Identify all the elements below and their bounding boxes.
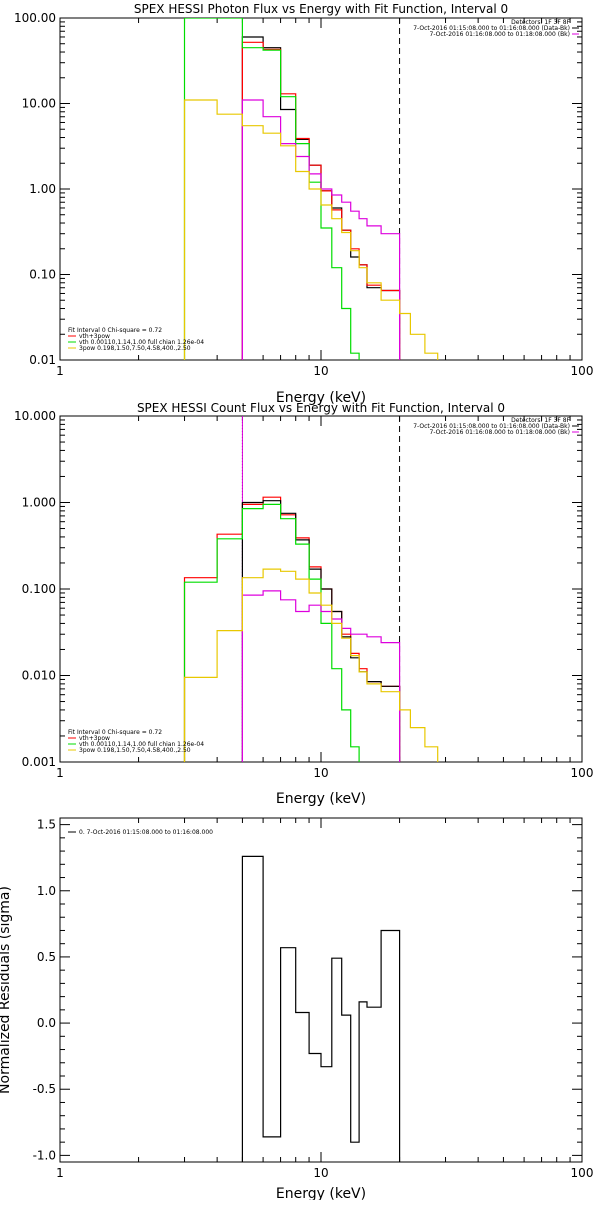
y-tick-label: 10.000 xyxy=(14,409,56,423)
legend-entry: vth 0.00110,1.14,1.00 full chian 1.26e-0… xyxy=(79,339,204,346)
series-line-2 xyxy=(241,500,401,762)
x-axis-label: Energy (keV) xyxy=(276,390,366,406)
x-axis-label: Energy (keV) xyxy=(276,791,366,807)
y-tick-label: -1.0 xyxy=(33,1148,56,1162)
header-info-line: 7-Oct-2016 01:15:08.000 to 01:16:08.000 … xyxy=(413,423,570,430)
data-series-group xyxy=(241,855,401,1162)
x-tick-label: 100 xyxy=(571,766,594,780)
chart-panel-2: 1 10 100 0.001 0.010 0.100 1.000 10.000 SPEX HES… xyxy=(14,401,593,807)
legend-entry: 3pow 0.198,1.50,7.50,4.58,400.,2.50 xyxy=(79,345,191,352)
y-tick-label: 0.010 xyxy=(22,669,56,683)
y-tick-label: 0.01 xyxy=(29,353,56,367)
series-line-1 xyxy=(183,496,401,762)
legend-entry: Fit Interval 0 Chi-square = 0.72 xyxy=(68,729,162,736)
legend-entry: Fit Interval 0 Chi-square = 0.72 xyxy=(68,327,162,334)
x-tick-label: 1 xyxy=(56,1166,64,1180)
x-tick-label: 10 xyxy=(313,1166,328,1180)
y-tick-label: -0.5 xyxy=(33,1082,56,1096)
y-tick-label: 0.0 xyxy=(37,1016,56,1030)
legend-entry: 3pow 0.198,1.50,7.50,4.58,400.,2.50 xyxy=(79,747,191,754)
series-line-5 xyxy=(183,568,439,762)
chart-panel-1: 1 10 100 0.01 0.10 1.00 10.00 100.00 SPEX HESSI … xyxy=(14,2,593,406)
legend-entry: vth+3pow xyxy=(79,333,110,340)
data-series-group xyxy=(183,18,439,360)
legend-entry: vth+3pow xyxy=(79,735,110,742)
y-tick-label: 10.00 xyxy=(22,97,56,111)
header-info-line: Detectors: 1F 3F 8F xyxy=(511,19,570,26)
data-series-group xyxy=(183,496,439,762)
legend-entry: 0. 7-Oct-2016 01:15:08.000 to 01:16:08.0… xyxy=(79,829,213,836)
y-tick-label: 0.5 xyxy=(37,950,56,964)
y-tick-label: 1.5 xyxy=(37,818,56,832)
x-tick-label: 10 xyxy=(313,766,328,780)
series-line-3 xyxy=(183,18,360,360)
chart-title: SPEX HESSI Count Flux vs Energy with Fit… xyxy=(137,401,505,415)
x-tick-label: 100 xyxy=(571,364,594,378)
header-info-line: Detectors: 1F 3F 8F xyxy=(511,417,570,424)
series-line-1 xyxy=(241,855,401,1162)
series-line-3 xyxy=(183,503,360,762)
x-tick-label: 10 xyxy=(313,364,328,378)
plot-frame xyxy=(59,817,583,1163)
header-info-line: 7-Oct-2016 01:16:08.000 to 01:18:08.000 … xyxy=(430,429,571,436)
y-tick-label: 0.100 xyxy=(22,582,56,596)
x-tick-label: 1 xyxy=(56,364,64,378)
chart-title: SPEX HESSI Photon Flux vs Energy with Fi… xyxy=(134,2,508,16)
y-axis-label: Normalized Residuals (sigma) xyxy=(0,886,13,1094)
legend-entry: vth 0.00110,1.14,1.00 full chian 1.26e-0… xyxy=(79,741,204,748)
y-tick-label: 1.000 xyxy=(22,496,56,510)
y-tick-label: 1.00 xyxy=(29,182,56,196)
chart-panel-3: 1 10 100 -1.0 -0.5 0.0 0.5 1.0 1.5 Energy (keV) No… xyxy=(0,817,594,1202)
x-tick-label: 100 xyxy=(571,1166,594,1180)
series-line-5 xyxy=(183,99,439,360)
header-info-line: 7-Oct-2016 01:15:08.000 to 01:16:08.000 … xyxy=(413,25,570,32)
header-info-line: 7-Oct-2016 01:16:08.000 to 01:18:08.000 … xyxy=(430,31,571,38)
y-tick-label: 0.001 xyxy=(22,755,56,769)
y-tick-label: 100.00 xyxy=(14,11,56,25)
y-tick-label: 0.10 xyxy=(29,268,56,282)
x-axis-label: Energy (keV) xyxy=(276,1186,366,1200)
series-line-4 xyxy=(241,99,401,360)
y-tick-label: 1.0 xyxy=(37,884,56,898)
x-tick-label: 1 xyxy=(56,766,64,780)
